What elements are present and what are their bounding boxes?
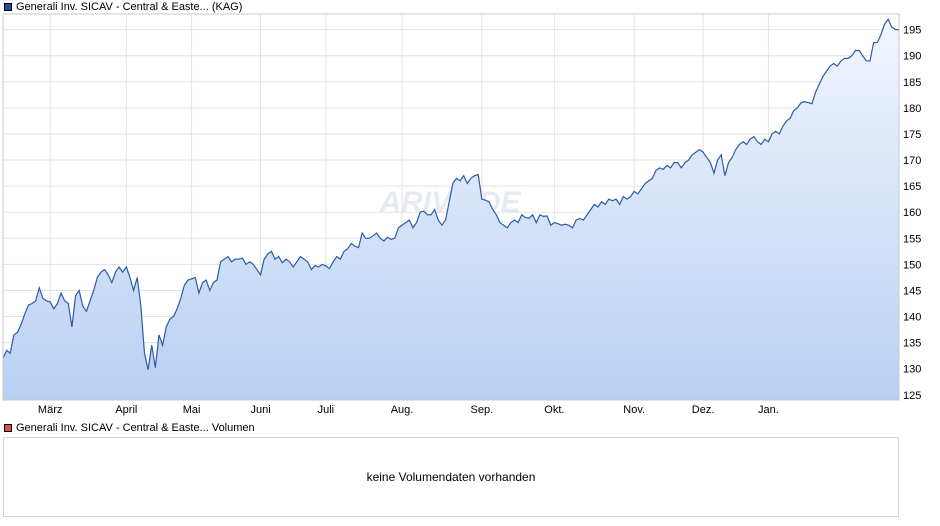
y-tick-label: 145 <box>903 285 921 297</box>
volume-legend-label: Generali Inv. SICAV - Central & Easte...… <box>16 422 255 434</box>
x-tick-label: Aug. <box>391 404 414 416</box>
x-tick-label: Jan. <box>758 404 779 416</box>
y-tick-label: 160 <box>903 207 921 219</box>
price-chart: ARIVA.DE 1251301351401451501551601651701… <box>2 13 921 416</box>
volume-panel: keine Volumendaten vorhanden <box>3 437 899 517</box>
y-tick-label: 175 <box>903 129 921 141</box>
price-legend: Generali Inv. SICAV - Central & Easte...… <box>4 0 242 14</box>
volume-legend: Generali Inv. SICAV - Central & Easte...… <box>4 421 255 435</box>
x-tick-label: Nov. <box>623 404 645 416</box>
y-tick-label: 125 <box>903 390 921 402</box>
price-area <box>3 19 899 400</box>
x-tick-label: April <box>115 404 137 416</box>
plot-border <box>2 13 900 401</box>
y-tick-label: 180 <box>903 103 921 115</box>
x-tick-label: Dez. <box>692 404 715 416</box>
volume-legend-swatch <box>4 424 12 432</box>
y-tick-label: 140 <box>903 312 921 324</box>
x-tick-label: Okt. <box>544 404 564 416</box>
x-tick-label: März <box>38 404 62 416</box>
price-legend-label: Generali Inv. SICAV - Central & Easte...… <box>16 1 243 13</box>
price-line <box>3 18 899 370</box>
no-volume-message: keine Volumendaten vorhanden <box>366 470 536 484</box>
price-legend-swatch <box>4 3 12 11</box>
y-tick-label: 170 <box>903 155 921 167</box>
x-tick-label: Sep. <box>471 404 494 416</box>
x-tick-label: Mai <box>183 404 201 416</box>
y-tick-label: 150 <box>903 259 921 271</box>
y-tick-label: 155 <box>903 233 921 245</box>
y-tick-label: 130 <box>903 364 921 376</box>
y-tick-label: 135 <box>903 338 921 350</box>
x-axis: März April Mai Juni Juli Aug. Sep. Okt. Nov. Dez.… <box>38 404 779 416</box>
y-tick-label: 165 <box>903 181 921 193</box>
x-tick-label: Juni <box>250 404 270 416</box>
y-tick-label: 190 <box>903 51 921 63</box>
y-tick-label: 185 <box>903 77 921 89</box>
y-tick-label: 195 <box>903 25 921 37</box>
y-axis: 125 130 135 140 145 150 155 160 165 170 175 180 185 1… <box>903 25 921 402</box>
x-tick-label: Juli <box>318 404 335 416</box>
